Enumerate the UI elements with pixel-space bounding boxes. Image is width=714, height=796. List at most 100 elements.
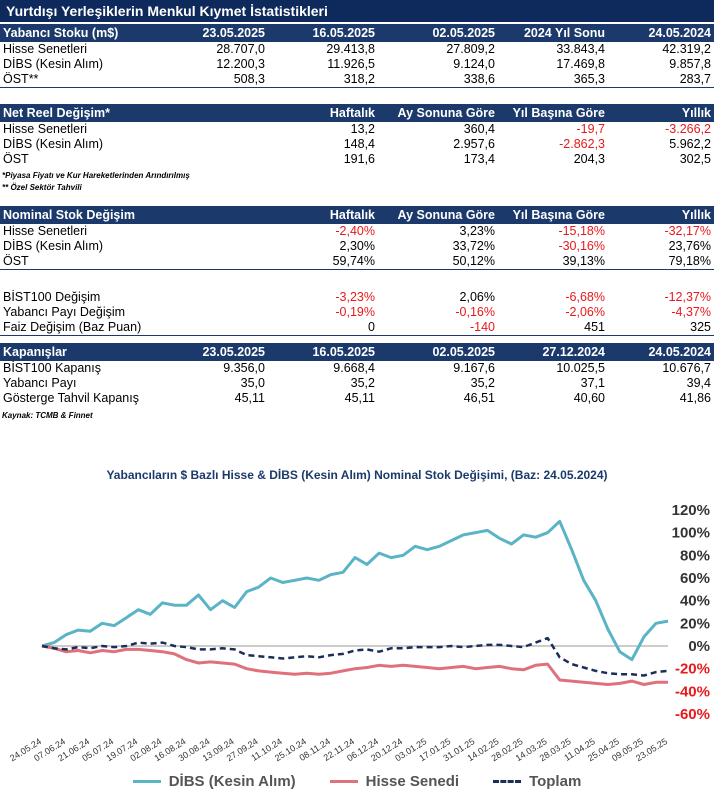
series-line-hisse <box>41 644 668 686</box>
table-cell: 283,7 <box>608 72 714 88</box>
row-label: Yabancı Payı Değişim <box>3 305 126 319</box>
column-header: 23.05.2025 <box>178 24 268 42</box>
table-cell: 10.025,5 <box>556 361 605 375</box>
row-label: ÖST <box>3 152 29 166</box>
table-row: ÖST 59,74% 50,12% 39,13% 79,18% <box>0 254 714 270</box>
y-tick-label: 80% <box>680 547 710 564</box>
table-header-title: Net Reel Değişim* <box>0 104 178 122</box>
table-cell: 508,3 <box>178 72 268 88</box>
table-cell: -12,37% <box>664 290 711 304</box>
table-cell <box>178 239 268 254</box>
y-tick-label: 20% <box>680 615 710 632</box>
legend-label-dibs: DİBS (Kesin Alım) <box>168 772 296 790</box>
note-footnote-2: ** Özel Sektör Tahvili <box>2 183 82 192</box>
row-label: Faiz Değişim (Baz Puan) <box>0 320 178 336</box>
y-tick-label: 0% <box>688 638 710 655</box>
table-cell: -2,40% <box>335 224 375 238</box>
table-header-title: Kapanışlar <box>0 343 178 361</box>
table-cell: 41,86 <box>679 391 711 405</box>
table-cell: -4,37% <box>671 305 711 319</box>
table-cell: 45,11 <box>234 391 265 405</box>
table-row: ÖST 191,6 173,4 204,3 302,5 <box>0 152 714 167</box>
table-header-row: Kapanışlar 23.05.2025 16.05.2025 02.05.2025… <box>0 343 714 361</box>
table-cell: 5.962,2 <box>669 137 711 151</box>
table-cell <box>178 152 268 167</box>
table-cell: 302,5 <box>679 152 711 166</box>
table-row: Hisse Senetleri 13,2 360,4 -19,7 -3.266,2 <box>0 122 714 137</box>
legend-item-toplam: Toplam <box>493 773 581 790</box>
table-cell: -0,19% <box>335 305 375 319</box>
table-cell <box>178 305 268 320</box>
row-label: DİBS (Kesin Alım) <box>3 137 104 151</box>
y-tick-label: 100% <box>672 525 710 542</box>
chart-title: Yabancıların $ Bazlı Hisse & DİBS (Kesin… <box>106 468 608 482</box>
column-header: 24.05.2024 <box>608 24 714 42</box>
column-header: 16.05.2025 <box>268 343 378 361</box>
table-cell: -0,16% <box>455 305 495 319</box>
table-cell: 9.857,8 <box>669 57 711 71</box>
table-cell: 10.676,7 <box>662 361 711 375</box>
source-note: Kaynak: TCMB & Finnet <box>2 411 93 420</box>
column-header: 24.05.2024 <box>608 343 714 361</box>
row-label: ÖST** <box>0 72 178 88</box>
table-cell: 46,51 <box>463 391 495 405</box>
table-cell: -2,06% <box>565 305 605 319</box>
table-cell: 338,6 <box>378 72 498 88</box>
table-row: BİST100 Kapanış 9.356,0 9.668,4 9.167,6 10.0… <box>0 361 714 376</box>
table-cell: 360,4 <box>463 122 495 136</box>
table-cell <box>178 137 268 152</box>
table-cell: 12.200,3 <box>216 57 265 71</box>
column-header: Yıl Başına Göre <box>498 206 608 224</box>
table-row: DİBS (Kesin Alım) 2,30% 33,72% -30,16% 23,76… <box>0 239 714 254</box>
table-cell: 35,2 <box>470 376 495 390</box>
row-label: Hisse Senetleri <box>3 122 88 136</box>
column-header <box>178 206 268 224</box>
table-cell: 318,2 <box>268 72 378 88</box>
table-cell: -6,68% <box>565 290 605 304</box>
column-header: Haftalık <box>268 206 378 224</box>
row-label: BİST100 Kapanış <box>3 361 101 375</box>
table-row: Faiz Değişim (Baz Puan) 0 -140 451 325 <box>0 320 714 336</box>
table-cell: 2.957,6 <box>453 137 495 151</box>
column-header: 16.05.2025 <box>268 24 378 42</box>
net-real-change-table: Net Reel Değişim* Haftalık Ay Sonuna Göre Y… <box>0 104 714 167</box>
column-header: Yıllık <box>608 104 714 122</box>
row-label: ÖST <box>0 254 178 270</box>
column-header: 2024 Yıl Sonu <box>498 24 608 42</box>
table-header-row: Nominal Stok Değişim Haftalık Ay Sonuna Gö… <box>0 206 714 224</box>
column-header <box>178 104 268 122</box>
table-cell: -19,7 <box>576 122 606 136</box>
table-cell: 28.707,0 <box>216 42 265 56</box>
table-cell: 173,4 <box>463 152 495 166</box>
table-row: Yabancı Payı 35,0 35,2 35,2 37,1 39,4 <box>0 376 714 391</box>
table-cell: 2,06% <box>459 290 495 304</box>
table-row: DİBS (Kesin Alım) 12.200,3 11.926,5 9.124,0… <box>0 57 714 72</box>
table-cell: 2,30% <box>339 239 375 253</box>
row-label: DİBS (Kesin Alım) <box>3 57 104 71</box>
table-cell: -140 <box>378 320 498 336</box>
table-cell: 0 <box>268 320 378 336</box>
table-row: Hisse Senetleri -2,40% 3,23% -15,18% -32,17% <box>0 224 714 239</box>
column-header: 02.05.2025 <box>378 343 498 361</box>
table-cell: 204,3 <box>573 152 605 166</box>
note-footnote-1: *Piyasa Fiyatı ve Kur Hareketlerinden Ar… <box>2 171 190 180</box>
table-cell: 33.843,4 <box>556 42 605 56</box>
table-cell: 17.469,8 <box>556 57 605 71</box>
column-header: 02.05.2025 <box>378 24 498 42</box>
table-cell <box>178 122 268 137</box>
row-label: Gösterge Tahvil Kapanış <box>3 391 139 405</box>
table-cell: 59,74% <box>268 254 378 270</box>
table-cell: -30,16% <box>558 239 605 253</box>
table-row: Yabancı Payı Değişim -0,19% -0,16% -2,06% -4… <box>0 305 714 320</box>
table-header-title: Yabancı Stoku (m$) <box>0 24 178 42</box>
table-cell: 13,2 <box>350 122 375 136</box>
table-cell: 3,23% <box>459 224 495 238</box>
foreign-stock-table: Yabancı Stoku (m$) 23.05.2025 16.05.2025 02… <box>0 24 714 88</box>
market-change-table: BİST100 Değişim -3,23% 2,06% -6,68% -12,37% Y… <box>0 290 714 336</box>
y-tick-label: 40% <box>680 593 710 610</box>
line-chart: 120%100%80%60%40%20%0%-20%-40%-60%24.05.… <box>8 502 710 763</box>
row-label: Hisse Senetleri <box>3 224 88 238</box>
series-line-dibs <box>41 519 669 662</box>
row-label: DİBS (Kesin Alım) <box>3 239 104 253</box>
table-row: Hisse Senetleri 28.707,0 29.413,8 27.809,2 3… <box>0 42 714 57</box>
